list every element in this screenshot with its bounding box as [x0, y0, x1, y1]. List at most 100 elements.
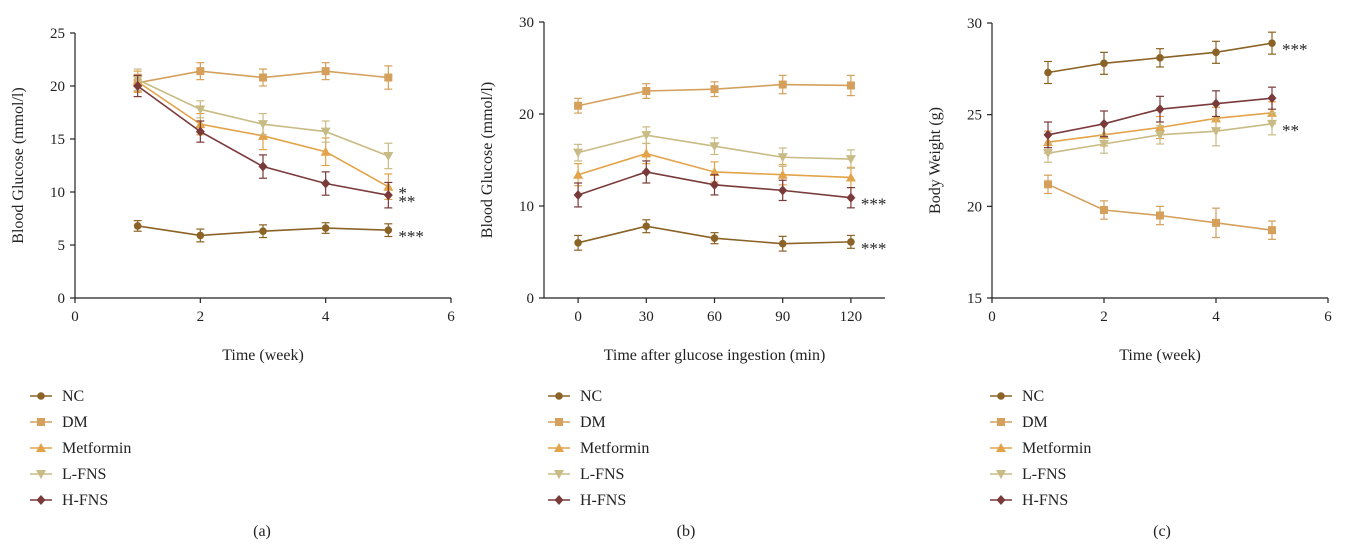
data-point	[195, 105, 206, 115]
data-point	[1212, 48, 1220, 57]
y-axis-label: Body Weight (g)	[927, 107, 944, 214]
data-point	[1043, 149, 1053, 159]
legend-marker	[997, 392, 1005, 400]
legend-marker	[554, 470, 564, 479]
legend-label: NC	[62, 388, 84, 405]
legend: NC DM Metformin L-FNS H-FNS	[548, 388, 649, 509]
data-point	[709, 166, 720, 176]
data-point	[1099, 118, 1109, 129]
x-tick-label: 4	[322, 309, 330, 325]
x-tick-label: 90	[775, 309, 790, 325]
significance-label: ***	[861, 195, 887, 214]
significance-label: ***	[398, 227, 424, 246]
data-point	[1099, 140, 1109, 149]
series-dm	[574, 74, 855, 114]
legend-label: H-FNS	[580, 492, 626, 509]
data-point	[1268, 226, 1276, 235]
chart-panel-3: 15 20 25 30 0 2 4 6 Time (week) Body Weight (g) **…	[927, 16, 1332, 540]
y-tick-label: 30	[519, 15, 534, 31]
data-point	[641, 131, 652, 141]
y-tick-label: 0	[527, 291, 535, 307]
data-point	[195, 126, 205, 137]
data-point	[845, 172, 856, 182]
data-point	[642, 222, 651, 231]
series-h-fns	[133, 74, 393, 209]
data-point	[259, 73, 267, 82]
data-point	[258, 120, 268, 130]
series-nc	[133, 220, 393, 243]
data-point	[777, 153, 788, 163]
data-point	[573, 148, 584, 158]
y-tick-label: 20	[967, 199, 982, 215]
x-axis-label: Time after glucose ingestion (min)	[604, 347, 826, 364]
y-tick-label: 5	[58, 238, 66, 254]
data-point	[1211, 98, 1221, 109]
chart-panel-1: 0 5 10 15 20 25 0 2 4 6 Time (week) Blood Glucose (…	[10, 26, 455, 540]
x-tick-label: 120	[840, 309, 863, 325]
legend-marker	[554, 443, 564, 452]
data-point	[196, 67, 205, 76]
y-tick-label: 0	[58, 291, 66, 307]
legend-marker	[555, 392, 563, 400]
data-point	[1212, 218, 1220, 227]
data-point	[384, 73, 393, 82]
data-point	[573, 189, 583, 200]
panel-label: (c)	[1153, 523, 1171, 540]
data-point	[1100, 59, 1108, 68]
y-tick-label: 10	[50, 185, 65, 201]
y-axis-label: Blood Glucose (mmol/l)	[10, 87, 27, 243]
legend-marker	[36, 470, 46, 479]
data-point	[1155, 104, 1165, 115]
legend-label: DM	[1022, 414, 1048, 431]
panel-label: (a)	[253, 523, 271, 540]
series-nc	[574, 219, 855, 252]
legend-label: Metformin	[1022, 440, 1091, 457]
data-point	[847, 238, 855, 246]
legend-marker	[554, 495, 564, 505]
series-nc	[1044, 31, 1276, 85]
data-point	[1100, 206, 1108, 214]
data-point	[196, 231, 205, 240]
series-dm	[1044, 174, 1276, 240]
legend-marker	[997, 418, 1005, 426]
series-dm	[133, 62, 393, 92]
data-point	[133, 222, 142, 230]
data-point	[1044, 180, 1052, 189]
x-tick-label: 2	[1100, 309, 1108, 325]
legend-label: L-FNS	[580, 466, 624, 483]
data-point	[1211, 127, 1221, 137]
data-point	[1155, 130, 1165, 140]
data-point	[321, 67, 330, 76]
legend-label: L-FNS	[1022, 466, 1066, 483]
legend-marker	[996, 443, 1006, 452]
data-point	[846, 192, 856, 203]
x-tick-label: 0	[988, 309, 996, 325]
data-point	[258, 161, 268, 172]
data-point	[641, 166, 651, 177]
y-tick-label: 15	[967, 291, 982, 307]
legend-label: Metformin	[580, 440, 649, 457]
legend-label: H-FNS	[62, 492, 108, 509]
y-tick-label: 30	[967, 16, 982, 32]
legend-label: H-FNS	[1022, 492, 1068, 509]
data-point	[383, 190, 393, 201]
series-l-fns	[132, 68, 394, 170]
data-point	[320, 127, 331, 137]
legend-marker	[36, 443, 46, 452]
data-point	[1156, 211, 1164, 220]
legend-marker	[36, 495, 46, 505]
data-point	[321, 224, 330, 232]
significance-label: **	[1282, 121, 1299, 140]
data-point	[709, 142, 720, 152]
x-axis-label: Time (week)	[1119, 347, 1201, 364]
significance-label: ***	[1282, 40, 1308, 59]
data-point	[845, 155, 856, 165]
series-h-fns	[1043, 86, 1277, 149]
x-tick-label: 6	[1324, 309, 1332, 325]
data-point	[1267, 93, 1277, 104]
legend: NC DM Metformin L-FNS H-FNS	[30, 388, 131, 509]
series-l-fns	[573, 126, 856, 169]
x-tick-label: 30	[639, 309, 654, 325]
